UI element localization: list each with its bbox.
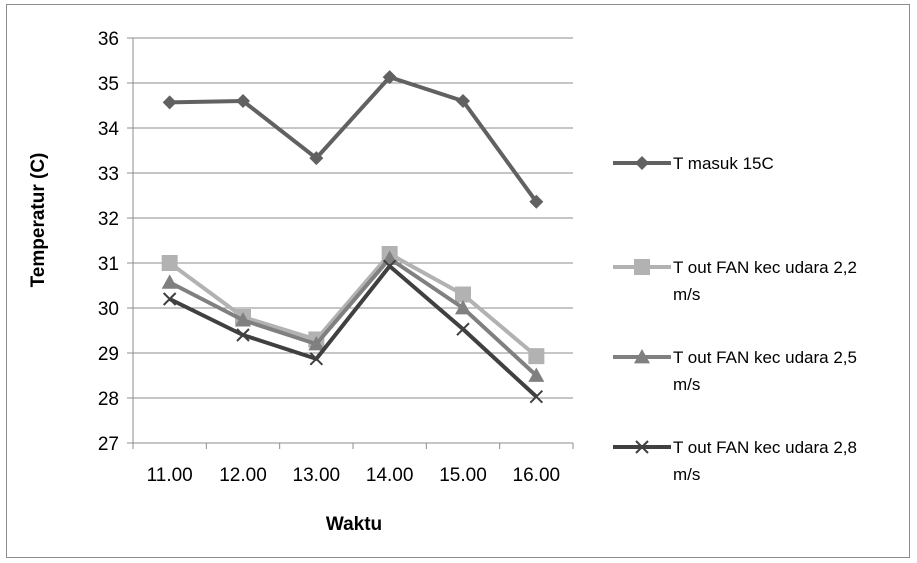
- series-1-point-11.00: [162, 95, 177, 110]
- chart-frame: 27 28 29 30 31 32 33 34 35 36 11.00 12.00 13.00 14.0…: [6, 4, 910, 558]
- series-4-point-11.00: [162, 292, 177, 306]
- legend-label-4-line-1: T out FAN kec udara 2,8: [673, 438, 857, 457]
- y-tick-labels: 27 28 29 30 31 32 33 34 35 36: [98, 29, 120, 455]
- legend-marker-4: [635, 440, 649, 454]
- y-tick-label-35: 35: [98, 74, 119, 95]
- series-1-point-16.00: [529, 194, 544, 209]
- x-tick-label-15.00: 15.00: [439, 465, 487, 486]
- series-4-point-14.00: [382, 259, 397, 273]
- legend-label-2-line-1: T out FAN kec udara 2,2: [673, 258, 857, 277]
- y-tick-label-30: 30: [98, 299, 119, 320]
- series-3-point-11.00: [161, 274, 178, 289]
- legend-item-3: T out FAN kec udara 2,5 m/s: [613, 348, 857, 394]
- series-4-point-12.00: [236, 328, 250, 342]
- legend-label-3-line-1: T out FAN kec udara 2,5: [673, 348, 857, 367]
- x-axis-title: Waktu: [326, 514, 382, 535]
- axes: [127, 37, 574, 449]
- x-tick-label-16.00: 16.00: [513, 465, 561, 486]
- y-tick-label-27: 27: [98, 434, 119, 455]
- x-tick-label-13.00: 13.00: [293, 465, 341, 486]
- series-1-point-12.00: [236, 94, 250, 108]
- series-4: [162, 259, 544, 404]
- legend-marker-1: [635, 156, 649, 170]
- series-3-line: [168, 256, 538, 377]
- series-4-point-13.00: [309, 352, 324, 366]
- y-axis-title: Temperatur (C): [28, 153, 49, 288]
- series-2-point-11.00: [161, 255, 178, 271]
- series-1-line: [169, 75, 538, 203]
- x-tick-label-11.00: 11.00: [147, 465, 193, 486]
- series-lines: [161, 70, 545, 404]
- series-2-point-15.00: [455, 286, 471, 303]
- legend-label-2-line-2: m/s: [673, 285, 700, 304]
- series-3-point-16.00: [528, 367, 545, 382]
- series-1-point-14.00: [382, 70, 397, 85]
- gridlines: [133, 37, 573, 399]
- y-tick-label-29: 29: [98, 344, 119, 365]
- series-1-point-13.00: [309, 151, 324, 166]
- series-4-point-15.00: [456, 322, 470, 336]
- y-tick-label-28: 28: [98, 389, 119, 410]
- series-3: [161, 250, 545, 382]
- series-4-line: [168, 264, 538, 399]
- series-2-point-16.00: [528, 348, 545, 365]
- legend-item-1: T masuk 15C: [613, 154, 774, 173]
- y-tick-label-32: 32: [98, 209, 119, 230]
- y-tick-label-31: 31: [98, 254, 119, 275]
- series-3-point-12.00: [235, 312, 251, 327]
- legend-label-3-line-2: m/s: [673, 375, 700, 394]
- x-tick-labels: 11.00 12.00 13.00 14.00 15.00 16.00: [147, 465, 561, 486]
- series-2-line: [168, 252, 538, 358]
- legend-item-4: T out FAN kec udara 2,8 m/s: [613, 438, 857, 484]
- legend-label-4-line-2: m/s: [673, 465, 700, 484]
- legend-item-2: T out FAN kec udara 2,2 m/s: [613, 258, 857, 304]
- series-3-point-13.00: [308, 336, 325, 351]
- y-tick-label-36: 36: [98, 29, 119, 50]
- y-tick-label-33: 33: [98, 164, 119, 185]
- x-tick-label-14.00: 14.00: [366, 465, 414, 486]
- series-4-point-16.00: [529, 389, 544, 404]
- legend-marker-2: [634, 259, 650, 275]
- line-chart: 27 28 29 30 31 32 33 34 35 36 11.00 12.00 13.00 14.0…: [28, 29, 857, 535]
- y-tick-label-34: 34: [98, 119, 120, 140]
- series-2: [161, 246, 545, 365]
- x-tick-label-12.00: 12.00: [219, 465, 267, 486]
- legend-marker-3: [634, 349, 650, 364]
- legend-label-1-line-1: T masuk 15C: [673, 154, 774, 173]
- series-3-point-15.00: [455, 300, 471, 315]
- series-1: [162, 70, 544, 209]
- series-1-point-15.00: [456, 94, 470, 108]
